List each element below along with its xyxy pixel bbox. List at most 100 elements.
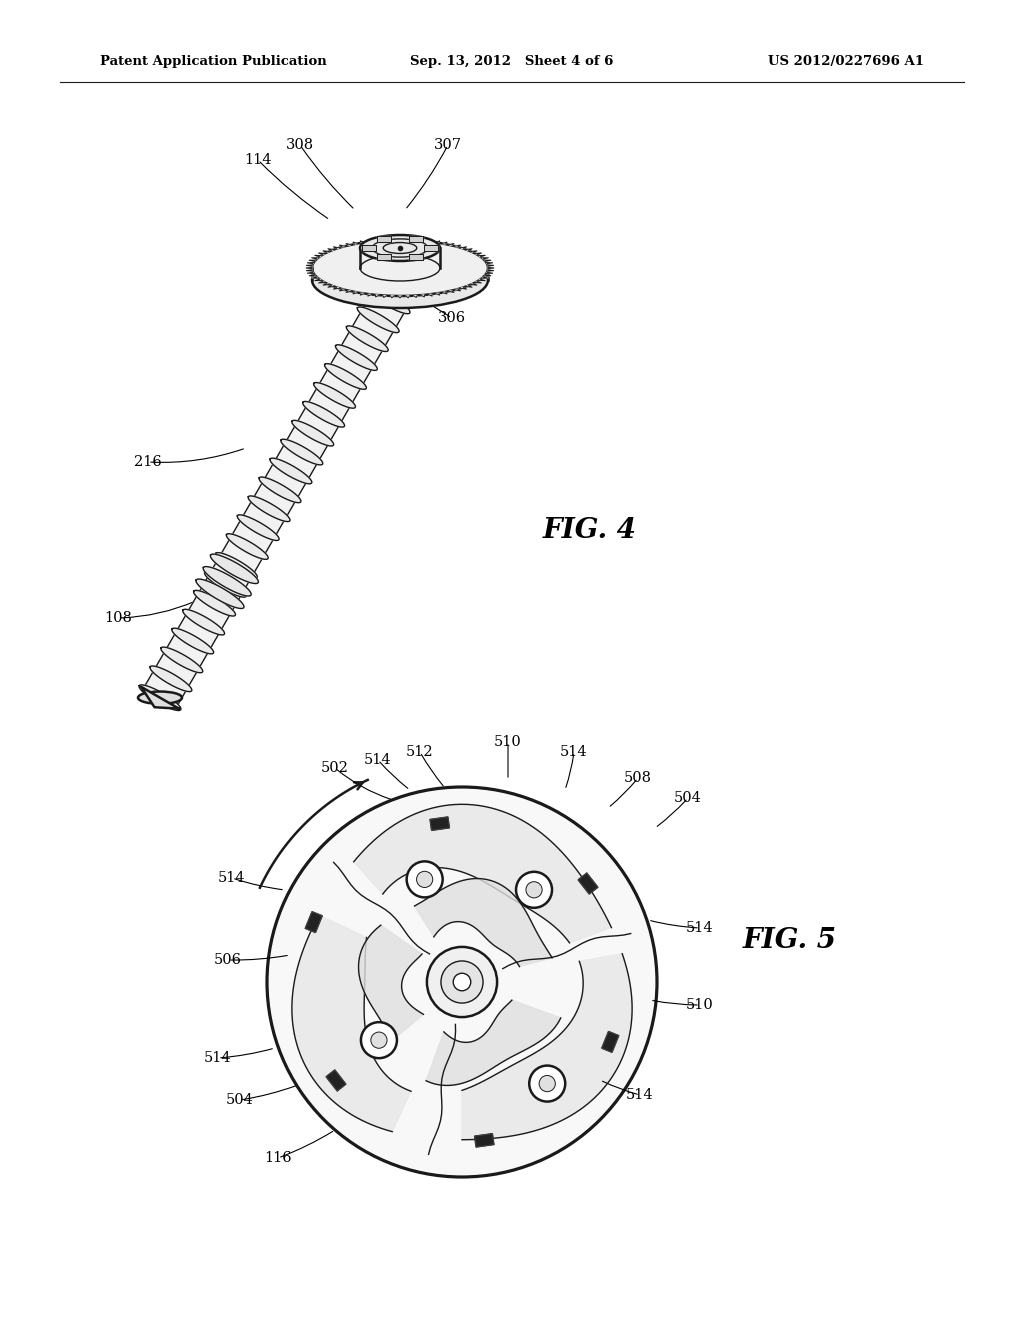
Circle shape [441, 961, 483, 1003]
Polygon shape [292, 915, 411, 1131]
Text: 510: 510 [495, 735, 522, 748]
Polygon shape [270, 458, 312, 484]
Polygon shape [435, 293, 439, 296]
Polygon shape [376, 239, 379, 242]
Polygon shape [479, 280, 485, 281]
Circle shape [407, 862, 442, 898]
Polygon shape [326, 1071, 346, 1090]
Polygon shape [334, 288, 339, 289]
Polygon shape [340, 289, 345, 290]
Text: US 2012/0227696 A1: US 2012/0227696 A1 [768, 55, 924, 69]
Polygon shape [428, 294, 432, 296]
Polygon shape [471, 284, 477, 285]
Polygon shape [442, 292, 447, 294]
Text: 514: 514 [627, 1088, 653, 1102]
Polygon shape [303, 401, 344, 428]
Polygon shape [390, 296, 394, 298]
Polygon shape [368, 240, 372, 242]
Text: 510: 510 [686, 998, 714, 1012]
Polygon shape [346, 243, 351, 246]
Polygon shape [323, 284, 329, 285]
Circle shape [526, 882, 542, 898]
Polygon shape [357, 308, 399, 333]
Polygon shape [406, 238, 410, 240]
Polygon shape [426, 1001, 561, 1085]
Text: 305: 305 [374, 301, 402, 315]
Polygon shape [196, 579, 244, 609]
Text: 514: 514 [204, 1051, 231, 1065]
Polygon shape [325, 363, 367, 389]
Text: 504: 504 [674, 791, 701, 805]
Circle shape [427, 946, 497, 1018]
Polygon shape [462, 954, 632, 1139]
Polygon shape [409, 253, 423, 260]
Polygon shape [346, 290, 351, 293]
Polygon shape [369, 288, 410, 314]
Polygon shape [161, 647, 203, 673]
Polygon shape [414, 296, 417, 297]
Polygon shape [579, 873, 598, 894]
Polygon shape [461, 288, 467, 289]
Circle shape [529, 1065, 565, 1102]
Text: 216: 216 [134, 455, 162, 469]
Text: FIG. 4: FIG. 4 [543, 516, 637, 544]
Ellipse shape [138, 692, 182, 704]
Text: 114: 114 [245, 153, 271, 168]
Polygon shape [449, 243, 454, 246]
Polygon shape [430, 817, 450, 830]
Polygon shape [215, 553, 257, 578]
Polygon shape [259, 477, 301, 503]
Polygon shape [318, 253, 325, 255]
Polygon shape [353, 292, 357, 294]
Text: 506: 506 [214, 953, 242, 968]
Polygon shape [328, 248, 334, 251]
Polygon shape [314, 280, 322, 281]
Text: Sep. 13, 2012   Sheet 4 of 6: Sep. 13, 2012 Sheet 4 of 6 [411, 55, 613, 69]
Text: 308: 308 [286, 139, 314, 152]
Polygon shape [428, 240, 432, 242]
Polygon shape [479, 255, 485, 256]
Circle shape [454, 973, 471, 991]
Circle shape [267, 787, 657, 1177]
Polygon shape [461, 247, 467, 248]
Polygon shape [455, 246, 461, 247]
Polygon shape [398, 238, 401, 240]
Text: 504: 504 [226, 1093, 254, 1107]
Polygon shape [379, 269, 421, 294]
Polygon shape [398, 296, 401, 298]
Text: FIG. 5: FIG. 5 [743, 927, 837, 953]
Polygon shape [475, 281, 481, 282]
Polygon shape [360, 240, 365, 243]
Text: 307: 307 [434, 139, 462, 152]
Text: 514: 514 [218, 871, 246, 884]
Polygon shape [305, 912, 323, 932]
Polygon shape [383, 239, 387, 240]
Polygon shape [238, 515, 280, 540]
Polygon shape [292, 420, 334, 446]
Polygon shape [471, 251, 477, 252]
Circle shape [516, 871, 552, 908]
Polygon shape [194, 590, 236, 616]
Polygon shape [340, 246, 345, 247]
Polygon shape [248, 496, 290, 521]
Ellipse shape [312, 252, 488, 308]
Polygon shape [360, 293, 365, 296]
Polygon shape [466, 285, 472, 288]
Polygon shape [323, 251, 329, 252]
Polygon shape [314, 255, 322, 256]
Polygon shape [378, 236, 391, 242]
Polygon shape [346, 326, 388, 351]
Polygon shape [415, 879, 552, 966]
Polygon shape [210, 554, 258, 583]
Circle shape [539, 1076, 555, 1092]
Text: 508: 508 [624, 771, 652, 785]
Polygon shape [409, 236, 423, 242]
Polygon shape [421, 294, 425, 297]
Polygon shape [442, 242, 447, 244]
Circle shape [417, 871, 433, 887]
Text: 116: 116 [264, 1151, 292, 1166]
Polygon shape [390, 238, 394, 240]
Text: 514: 514 [686, 921, 714, 935]
Text: Patent Application Publication: Patent Application Publication [100, 55, 327, 69]
Polygon shape [141, 686, 179, 709]
